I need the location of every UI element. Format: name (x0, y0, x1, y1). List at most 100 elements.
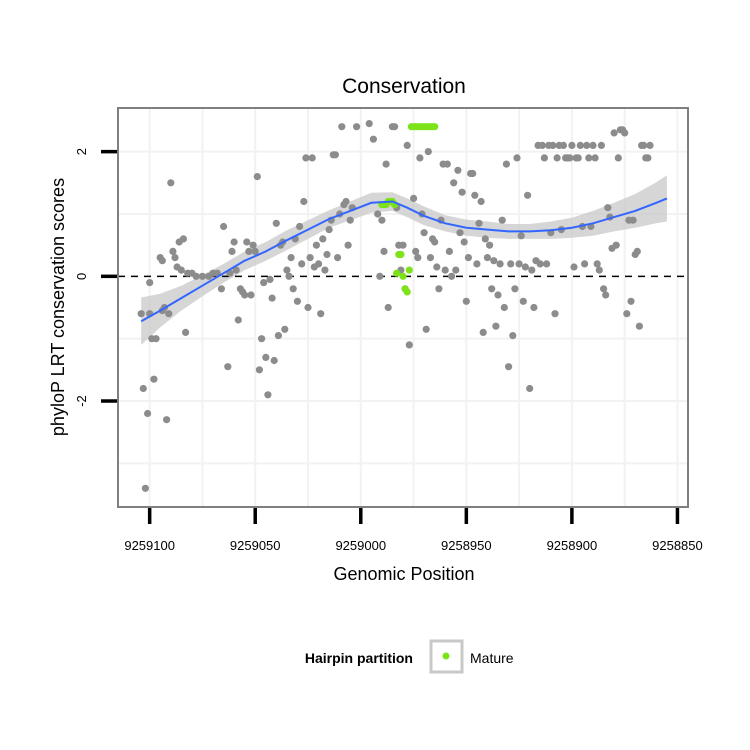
data-point (621, 129, 629, 137)
legend-label-mature: Mature (470, 650, 514, 666)
y-axis: -2 0 2 (74, 148, 117, 407)
y-tick-label: 2 (74, 148, 89, 155)
data-point (378, 216, 386, 224)
x-tick-label: 9258900 (547, 538, 598, 553)
data-point (536, 260, 544, 268)
data-point (566, 154, 574, 162)
legend-key-box (429, 639, 464, 674)
data-point (232, 266, 240, 274)
data-point (581, 260, 589, 268)
data-point (182, 328, 190, 336)
data-point (403, 141, 411, 149)
x-tick-label: 9258850 (652, 538, 703, 553)
data-point (528, 266, 536, 274)
data-point (574, 154, 582, 162)
data-point (241, 291, 249, 299)
data-point (452, 266, 460, 274)
data-point (481, 235, 489, 243)
data-point (272, 219, 280, 227)
data-point (450, 179, 458, 187)
data-point (298, 260, 306, 268)
data-point (458, 188, 466, 196)
data-point (249, 241, 257, 249)
mature-point (405, 266, 413, 274)
data-point (513, 154, 521, 162)
data-point (602, 291, 610, 299)
data-point (576, 141, 584, 149)
data-point (169, 247, 177, 255)
data-point (526, 384, 534, 393)
data-point (629, 216, 637, 224)
data-point (308, 154, 316, 162)
data-point (448, 272, 456, 280)
data-point (454, 166, 462, 174)
data-point (260, 279, 268, 287)
data-point (543, 260, 551, 268)
data-point (410, 194, 418, 202)
data-point (524, 191, 532, 199)
data-point (568, 141, 576, 149)
data-point (441, 266, 449, 274)
data-point (600, 285, 608, 293)
data-point (540, 154, 549, 162)
data-point (283, 266, 291, 274)
data-point (591, 154, 599, 162)
data-point (585, 154, 593, 162)
data-point (338, 123, 346, 131)
data-point (414, 254, 422, 262)
data-point (460, 238, 468, 246)
data-point (192, 272, 200, 280)
data-point (424, 148, 432, 156)
data-point (296, 222, 304, 231)
mature-point (399, 272, 407, 280)
y-axis-title: phyloP LRT conservation scores (48, 178, 68, 436)
data-point (416, 154, 424, 162)
plot-area (118, 108, 688, 507)
data-point (163, 416, 171, 424)
data-point (445, 247, 453, 255)
data-point (317, 310, 325, 318)
data-point (245, 247, 253, 255)
data-point (285, 272, 293, 280)
data-point (220, 222, 228, 231)
data-point (144, 409, 152, 418)
data-point (646, 141, 654, 149)
data-point (515, 260, 523, 268)
data-point (152, 335, 160, 343)
data-point (376, 272, 384, 280)
data-point (258, 335, 266, 343)
data-point (435, 285, 443, 293)
data-point (494, 291, 502, 299)
y-tick-label: 0 (74, 273, 89, 280)
data-point (502, 160, 510, 168)
legend-key-mature-dot (442, 652, 450, 660)
data-point (490, 257, 498, 265)
data-point (644, 154, 652, 162)
data-point (431, 238, 439, 246)
data-point (266, 275, 274, 283)
data-point (509, 332, 517, 340)
data-point (224, 363, 232, 371)
data-point (553, 154, 561, 162)
data-point (456, 229, 464, 237)
data-point (302, 154, 310, 162)
data-point (433, 263, 441, 271)
data-point (475, 219, 483, 227)
data-point (486, 241, 494, 249)
data-point (255, 366, 263, 374)
data-point (612, 241, 620, 249)
data-point (614, 154, 622, 162)
data-point (334, 254, 342, 262)
data-point (610, 129, 618, 137)
x-tick-label: 9259050 (230, 538, 281, 553)
x-tick-label: 9259000 (335, 538, 386, 553)
data-point (243, 238, 251, 246)
data-point (158, 257, 166, 265)
data-point (342, 197, 350, 206)
legend: Hairpin partition Mature (305, 639, 514, 674)
plot-frame (117, 107, 689, 508)
x-tick-label: 9259100 (124, 538, 175, 553)
data-point (551, 310, 559, 318)
data-point (500, 303, 508, 312)
data-point (268, 294, 276, 302)
